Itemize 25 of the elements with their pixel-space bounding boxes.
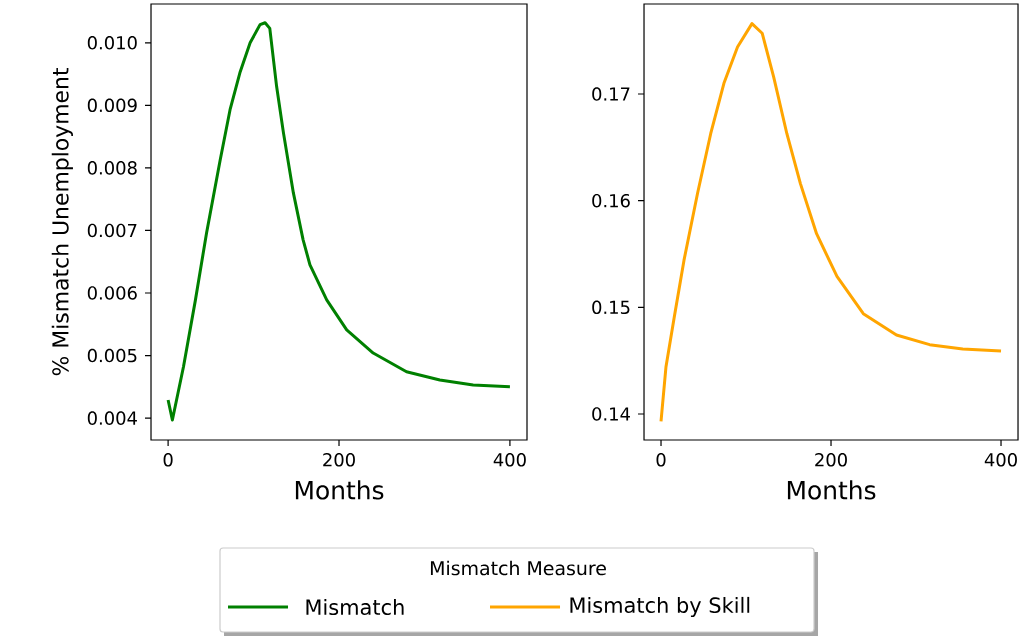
- y-tick-label: 0.17: [592, 87, 630, 101]
- x-tick-label: 400: [493, 453, 526, 467]
- line-series: [166, 21, 512, 422]
- y-tick-label: 0.005: [87, 348, 137, 363]
- y-tick-label: 0.15: [592, 300, 630, 315]
- y-tick-label: 0.16: [592, 193, 630, 208]
- y-tick-label: 0.007: [87, 223, 137, 238]
- y-tick-label: 0.004: [87, 411, 137, 425]
- x-tick-label: 200: [323, 453, 355, 467]
- y-tick-label: 0.14: [592, 407, 630, 421]
- y-tick-label: 0.010: [87, 36, 137, 50]
- y-tick-label: 0.009: [87, 98, 137, 113]
- x-tick-label: 400: [984, 453, 1017, 467]
- y-tick-label: 0.008: [87, 161, 137, 175]
- y-axis-title: % Mismatch Unemployment: [51, 68, 73, 376]
- x-axis-title: Months: [295, 480, 384, 500]
- x-tick-label: 0: [656, 453, 666, 467]
- x-tick-label: 0: [163, 453, 173, 467]
- x-tick-label: 200: [815, 453, 847, 467]
- line-series: [659, 22, 1003, 423]
- y-tick-label: 0.006: [87, 286, 137, 300]
- x-axis-title: Months: [787, 480, 876, 500]
- legend-label: Mismatch: [306, 598, 404, 616]
- legend-label: Mismatch by Skill: [570, 596, 750, 618]
- legend-title: Mismatch Measure: [430, 560, 606, 576]
